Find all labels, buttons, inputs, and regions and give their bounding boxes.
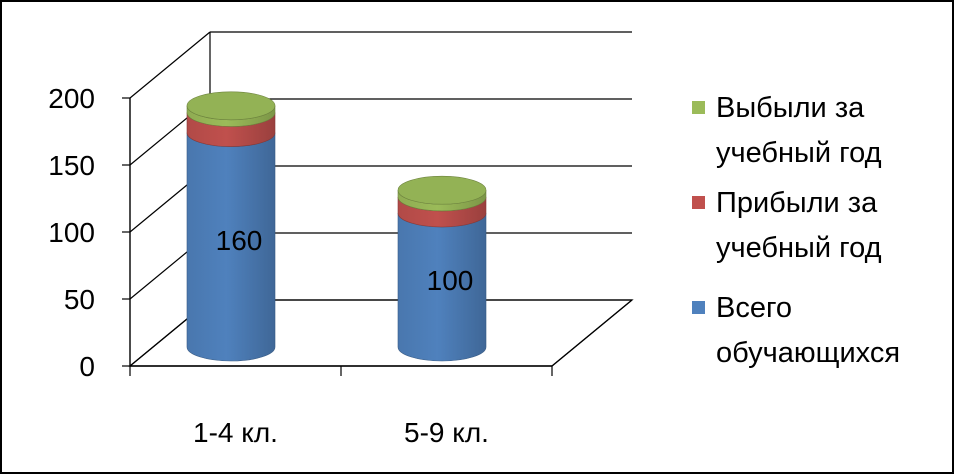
y-tick-label: 150 [48,150,95,181]
legend-entry-text: учебный год [716,232,882,264]
data-label: 100 [427,265,474,296]
y-tick-label: 0 [79,351,95,382]
legend-entry-text: обучающихся [716,337,900,369]
y-tick-label: 50 [64,284,95,315]
category-label: 5-9 кл. [404,417,489,448]
floor-right-edge [551,299,633,367]
legend-entry-text: учебный год [716,137,882,169]
cylinder-top [397,175,487,205]
legend-swatch [692,101,705,114]
gridline-side [129,31,211,99]
legend-swatch [692,196,705,209]
legend-entry-text: Выбыли за [716,92,865,124]
legend-entry-text: Всего [716,292,792,324]
data-label: 160 [216,225,263,256]
y-tick-labels: 0 50 100 150 200 [48,83,95,382]
cylinder-top [186,91,276,121]
legend-swatch [692,301,705,314]
y-tick-label: 100 [48,217,95,248]
legend-entry-text: Прибыли за [716,187,878,219]
category-label: 1-4 кл. [193,417,278,448]
cylinder-bars [186,91,487,362]
legend: Выбыли за учебный год Прибыли за учебный го… [692,92,900,369]
cylinder-2 [397,175,487,362]
category-labels: 1-4 кл. 5-9 кл. [193,417,489,448]
data-labels: 160 100 [216,225,474,296]
cylinder-1 [186,91,276,362]
y-tick-label: 200 [48,83,95,114]
axes [122,97,553,376]
